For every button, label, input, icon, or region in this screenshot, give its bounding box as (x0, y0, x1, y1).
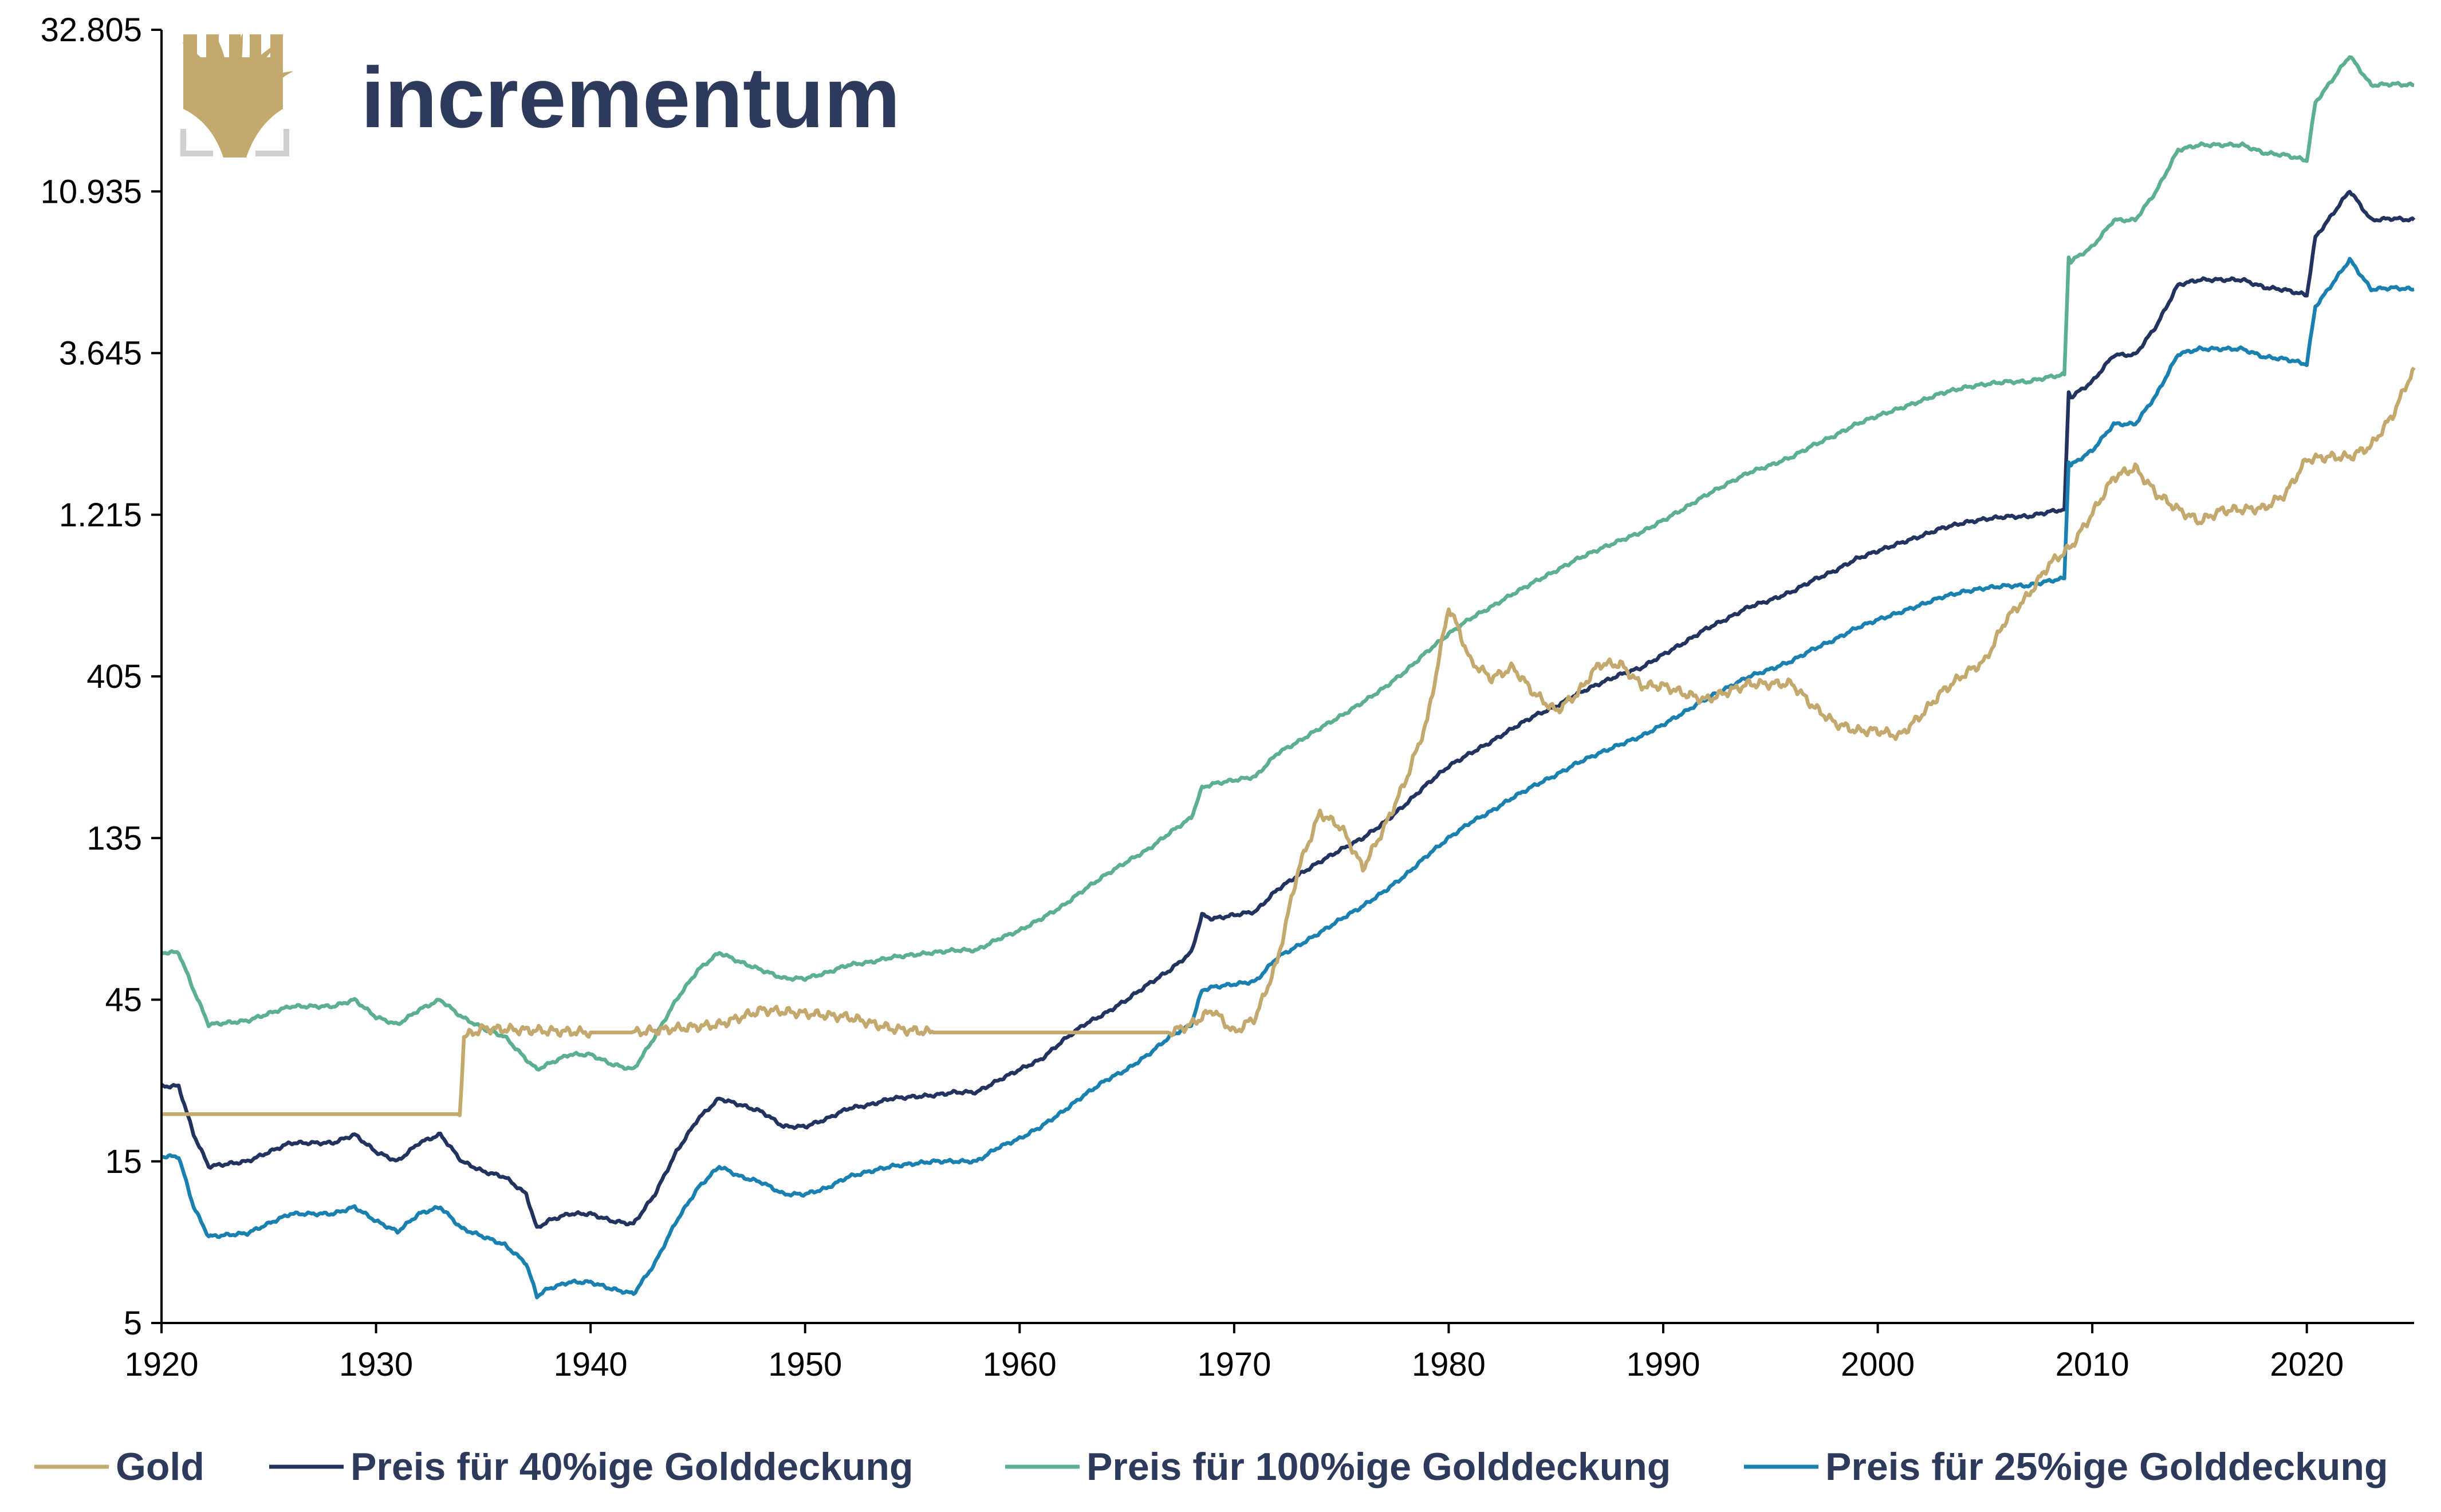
x-tick-label: 1950 (768, 1346, 842, 1383)
x-tick-label: 2000 (1841, 1346, 1915, 1383)
y-axis-ticks: 5 15 45 135 405 1.215 3.645 10.935 32.805 (41, 11, 162, 1342)
y-tick-label: 32.805 (41, 11, 142, 49)
x-tick-label: 1960 (983, 1346, 1057, 1383)
y-tick-label: 45 (105, 982, 142, 1019)
y-tick-label: 1.215 (59, 497, 142, 534)
series-line-0 (161, 367, 2416, 1117)
legend-label: Preis für 100%ige Golddeckung (1086, 1445, 1671, 1489)
legend-label: Preis für 40%ige Golddeckung (351, 1445, 913, 1489)
y-tick-label: 135 (86, 820, 142, 857)
axes (160, 30, 2414, 1324)
series-line-1 (160, 190, 2416, 1229)
x-tick-label: 1990 (1626, 1346, 1700, 1383)
y-tick-label: 5 (124, 1305, 142, 1342)
y-tick-label: 405 (86, 658, 142, 695)
x-axis-ticks: 1920 1930 1940 1950 1960 1970 1980 1990 2000 2010… (124, 1323, 2344, 1383)
y-tick-label: 15 (105, 1143, 142, 1180)
x-tick-label: 1920 (124, 1346, 198, 1383)
series-line-3 (160, 257, 2415, 1300)
y-tick-label: 3.645 (59, 335, 142, 372)
legend-label: Gold (116, 1445, 204, 1489)
x-tick-label: 1930 (339, 1346, 413, 1383)
tree-logo-icon (180, 33, 293, 158)
incrementum-logo: incrementum (180, 33, 900, 158)
x-tick-label: 2010 (2056, 1346, 2129, 1383)
series-lines (160, 55, 2416, 1300)
x-tick-label: 2020 (2270, 1346, 2344, 1383)
legend-label: Preis für 25%ige Golddeckung (1825, 1445, 2388, 1489)
series-line-2 (160, 55, 2415, 1072)
brand-name: incrementum (361, 49, 900, 145)
x-tick-label: 1940 (554, 1346, 628, 1383)
y-tick-label: 10.935 (41, 173, 142, 210)
x-tick-label: 1980 (1412, 1346, 1486, 1383)
legend: Gold Preis für 40%ige Golddeckung Preis fü… (34, 1445, 2388, 1489)
x-tick-label: 1970 (1197, 1346, 1271, 1383)
